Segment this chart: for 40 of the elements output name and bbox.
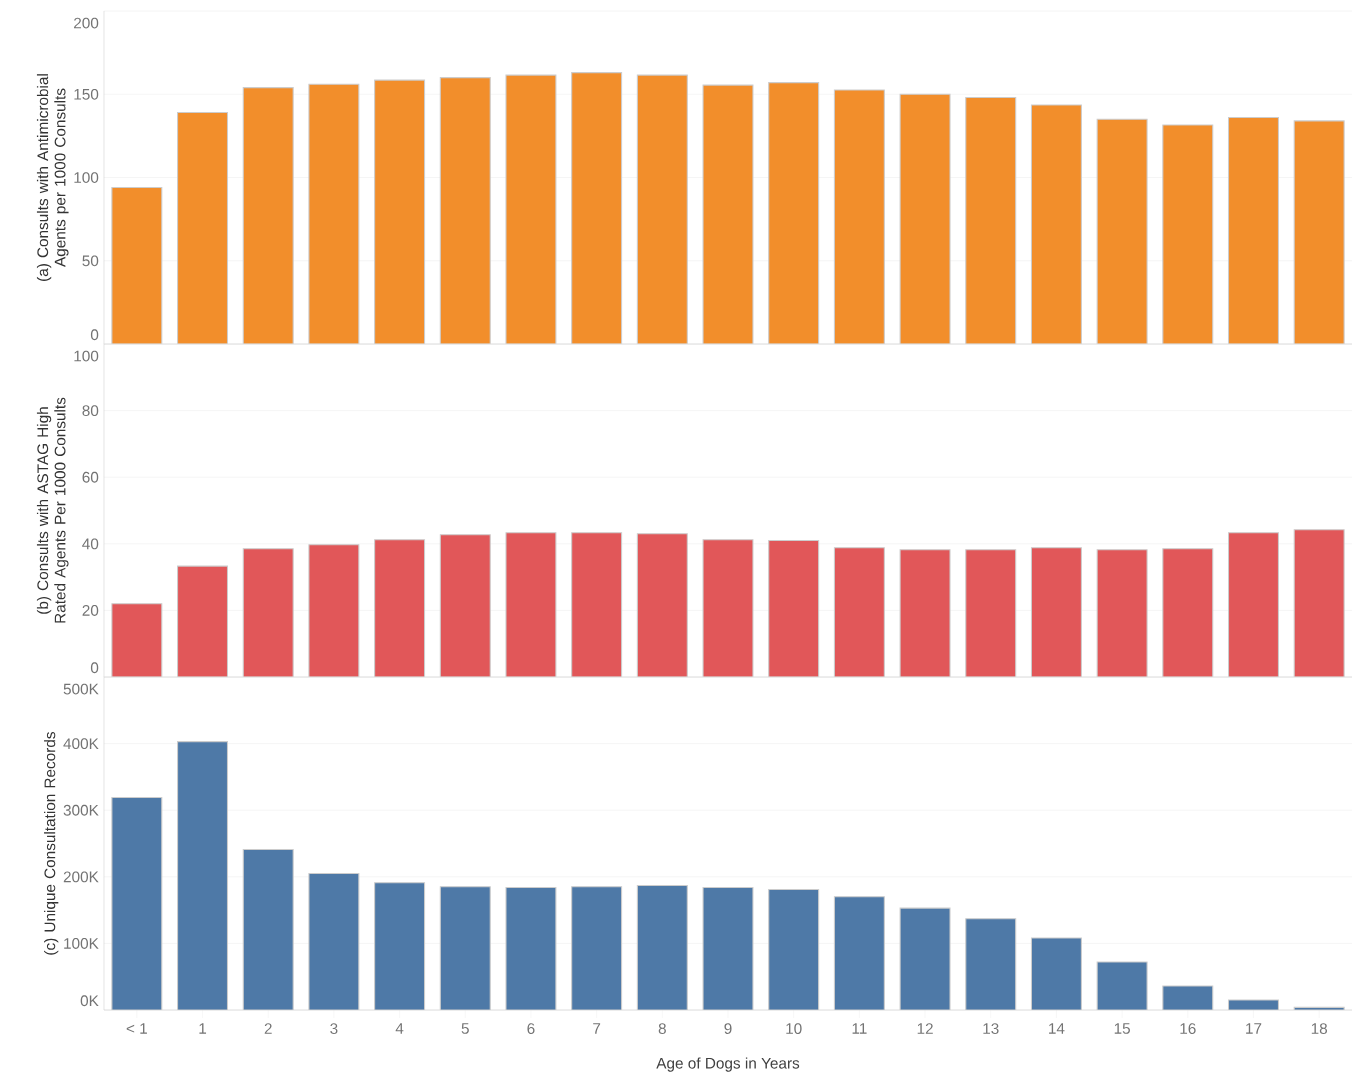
x-tick-label: 5 (461, 1023, 469, 1035)
y-tick-label: 0 (90, 662, 99, 674)
x-tick-label: 2 (264, 1023, 272, 1035)
x-tick-label: < 1 (126, 1023, 147, 1034)
y-tick-label: 80 (82, 405, 99, 417)
y-tick-label: 500K (63, 683, 99, 695)
x-tick-label: 6 (527, 1023, 535, 1035)
y-axis-title: (c) Unique Consultation Records (44, 732, 59, 955)
x-tick-label: 3 (330, 1023, 338, 1035)
x-tick-label: 14 (1049, 1023, 1065, 1034)
y-tick-label: 40 (82, 538, 99, 550)
x-tick-label: 1 (199, 1023, 207, 1034)
y-tick-label: 400K (63, 738, 99, 750)
y-tick-label: 100K (64, 938, 99, 950)
y-axis-title: (a) Consults with Antimicrobial Agents per 1000 Consults (36, 74, 69, 282)
y-tick-label: 100 (74, 172, 99, 184)
x-tick-label: 11 (852, 1023, 867, 1034)
x-tick-label: 18 (1311, 1023, 1328, 1035)
y-tick-label: 0K (80, 995, 99, 1007)
x-tick-label: 15 (1114, 1023, 1130, 1035)
y-tick-label: 60 (82, 472, 99, 483)
y-tick-label: 150 (74, 89, 99, 100)
x-tick-label: 16 (1180, 1023, 1196, 1035)
x-tick-label: 9 (724, 1023, 732, 1035)
y-tick-label: 0 (90, 329, 99, 341)
y-tick-label: 200 (74, 17, 99, 29)
x-tick-label: 13 (983, 1023, 999, 1035)
y-tick-label: 20 (82, 605, 99, 617)
x-tick-label: 12 (917, 1023, 933, 1035)
x-tick-label: 17 (1246, 1023, 1262, 1034)
x-tick-label: 7 (593, 1023, 601, 1034)
x-axis-title: Age of Dogs in Years (656, 1057, 800, 1072)
y-axis-title: (b) Consults with ASTAG High Rated Agents Per 1000 Consults (36, 397, 69, 623)
x-tick-label: 8 (658, 1023, 666, 1035)
y-tick-label: 100 (74, 350, 99, 362)
y-tick-label: 200K (63, 871, 99, 883)
y-tick-label: 50 (82, 255, 99, 267)
x-tick-label: 10 (786, 1023, 802, 1035)
x-tick-label: 4 (395, 1023, 404, 1034)
y-tick-label: 300K (63, 805, 99, 816)
